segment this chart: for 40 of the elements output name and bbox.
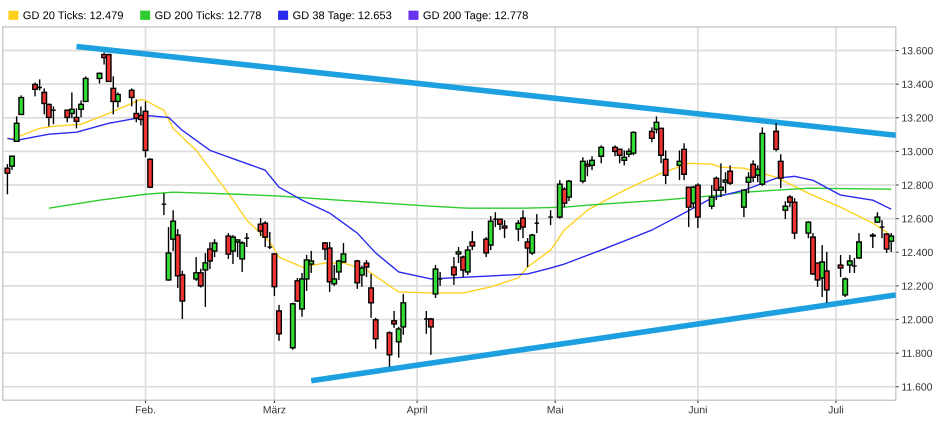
candlestick: [846, 254, 853, 274]
legend-label: GD 200 Tage: 12.778: [423, 11, 528, 22]
candlestick: [50, 106, 56, 126]
legend-label: GD 20 Ticks: 12.479: [23, 11, 123, 20]
y-tick-label: 13.200: [902, 114, 933, 122]
legend-label: GD 38 Tage: 12.653: [293, 11, 392, 22]
candlestick: [18, 94, 24, 116]
y-tick-label: 13.600: [902, 47, 933, 54]
candlestick: [842, 276, 848, 298]
candlestick: [160, 192, 167, 216]
x-tick-label: Feb.: [136, 406, 155, 414]
candlestick: [686, 186, 692, 228]
x-tick-label: März: [264, 406, 286, 414]
candlestick: [128, 88, 135, 108]
y-tick-label: 11.600: [902, 383, 932, 391]
candlestick: [548, 210, 554, 226]
y-tick-label: 12.200: [902, 282, 933, 290]
legend-label: GD 200 Ticks: 12.778: [155, 11, 261, 20]
candlestick: [773, 122, 780, 152]
candlestick: [630, 130, 636, 156]
y-tick-label: 13.000: [902, 148, 933, 156]
x-tick-label: April: [406, 406, 427, 416]
candlestick: [524, 237, 531, 268]
x-tick-label: Juli: [828, 406, 844, 414]
candlestick: [612, 144, 618, 157]
candlestick: [778, 154, 784, 189]
candlestick: [14, 116, 20, 142]
x-tick-label: Juni: [688, 406, 707, 414]
y-tick-label: 12.600: [902, 215, 933, 223]
candlestick: [32, 82, 38, 98]
y-tick-label: 12.000: [902, 316, 933, 324]
candlestick: [598, 144, 604, 164]
candlestick: [870, 232, 876, 249]
x-tick-label: Mai: [548, 406, 563, 414]
candlestick: [133, 98, 140, 123]
candlestick: [838, 254, 844, 278]
y-tick-label: 11.800: [902, 350, 932, 358]
y-tick-label: 12.800: [902, 182, 933, 189]
y-tick-label: 13.400: [902, 80, 933, 88]
y-tick-label: 12.400: [902, 248, 933, 256]
